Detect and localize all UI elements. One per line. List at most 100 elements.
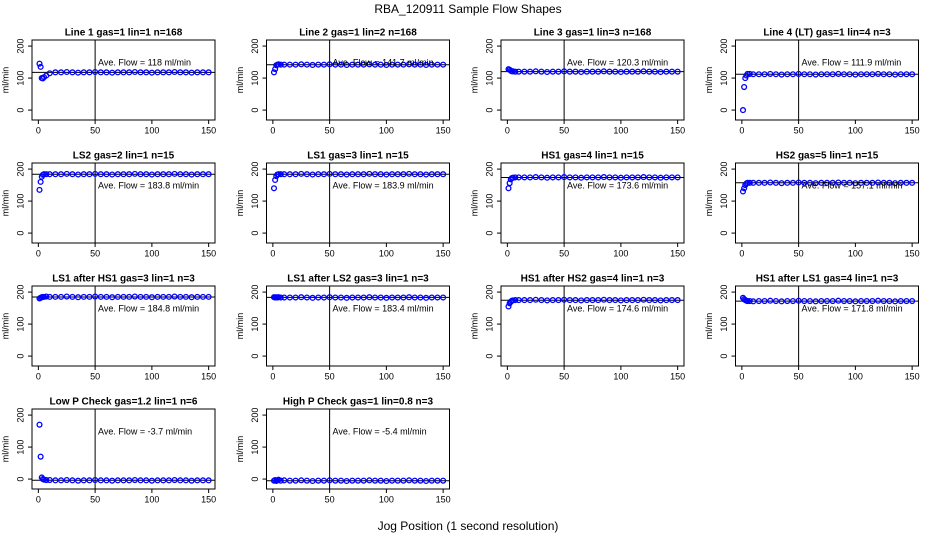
y-axis-label: ml/min (704, 67, 714, 94)
point (389, 477, 396, 484)
annotation: Ave. Flow = 171.8 ml/min (802, 303, 903, 313)
point (63, 293, 70, 300)
point (795, 179, 802, 186)
point (337, 61, 345, 68)
point (555, 297, 562, 304)
point (275, 61, 282, 68)
point (131, 170, 138, 177)
point (423, 61, 430, 69)
point (109, 294, 116, 301)
point (131, 293, 138, 300)
point (863, 297, 870, 305)
point (549, 68, 556, 75)
point (199, 293, 207, 300)
point (555, 68, 562, 75)
x-tick-label: 100 (613, 371, 628, 381)
point (651, 174, 658, 181)
point (886, 297, 893, 305)
point (131, 68, 138, 76)
point (36, 186, 43, 193)
y-axis-label: ml/min (235, 313, 245, 340)
y-tick-label: 100 (484, 71, 494, 86)
point (646, 68, 653, 75)
point (292, 61, 299, 68)
point (772, 297, 779, 305)
point (120, 477, 127, 484)
point (578, 174, 585, 181)
point (818, 297, 825, 305)
y-axis-label: ml/min (704, 313, 714, 340)
point (103, 477, 110, 484)
point (103, 171, 110, 178)
point (171, 476, 178, 484)
panel-title: HS1 after LS1 gas=4 lin=1 n=3 (756, 274, 899, 285)
point (275, 171, 282, 178)
point (801, 179, 808, 186)
point (806, 297, 814, 305)
point (566, 68, 573, 75)
point (188, 477, 195, 484)
point (354, 294, 362, 301)
point (337, 294, 345, 301)
point (835, 179, 842, 186)
x-tick-label: 0 (270, 248, 275, 258)
point (160, 171, 167, 178)
point (137, 69, 144, 76)
point (103, 69, 110, 76)
y-axis-label: ml/min (0, 436, 10, 463)
point (177, 477, 184, 484)
point (640, 296, 647, 303)
point (506, 180, 513, 187)
annotation: Ave. Flow = -3.7 ml/min (98, 426, 192, 436)
point (354, 477, 362, 484)
y-tick-label: 100 (250, 440, 260, 455)
point (137, 477, 144, 484)
point (366, 294, 373, 301)
point (154, 477, 161, 484)
point (784, 179, 791, 186)
point (58, 477, 65, 484)
point (97, 477, 104, 484)
x-tick-label: 50 (794, 248, 804, 258)
point (109, 171, 116, 178)
point (892, 71, 899, 78)
panel-title: Line 1 gas=1 lin=1 n=168 (65, 28, 183, 39)
point (739, 188, 747, 195)
point (583, 68, 590, 75)
annotation: Ave. Flow = 173.6 ml/min (567, 180, 668, 190)
x-tick-label: 100 (144, 248, 159, 258)
point (277, 294, 284, 301)
point (292, 294, 299, 301)
point (298, 170, 305, 177)
x-tick-label: 150 (201, 494, 216, 504)
x-tick-label: 150 (201, 125, 216, 135)
plot-frame (31, 39, 216, 121)
y-tick-label: 200 (719, 39, 729, 54)
point (40, 171, 48, 178)
point (583, 174, 590, 181)
point (154, 69, 161, 76)
point (272, 66, 279, 73)
point (812, 180, 819, 187)
point (789, 179, 796, 186)
x-tick-label: 100 (379, 125, 394, 135)
point (852, 71, 859, 78)
point (801, 71, 808, 78)
point (784, 71, 791, 78)
point (623, 297, 630, 304)
y-tick-label: 100 (719, 194, 729, 209)
point (767, 297, 774, 304)
point (281, 294, 288, 301)
point (880, 71, 887, 78)
point (795, 297, 802, 304)
annotation: Ave. Flow = 184.8 ml/min (98, 303, 199, 313)
point (286, 171, 293, 178)
point (286, 477, 293, 484)
x-tick-label: 50 (794, 125, 804, 135)
point (171, 293, 178, 300)
panel-title: LS1 after HS1 gas=3 lin=1 n=3 (52, 274, 195, 285)
y-tick-label: 0 (15, 477, 25, 482)
point (332, 171, 339, 178)
